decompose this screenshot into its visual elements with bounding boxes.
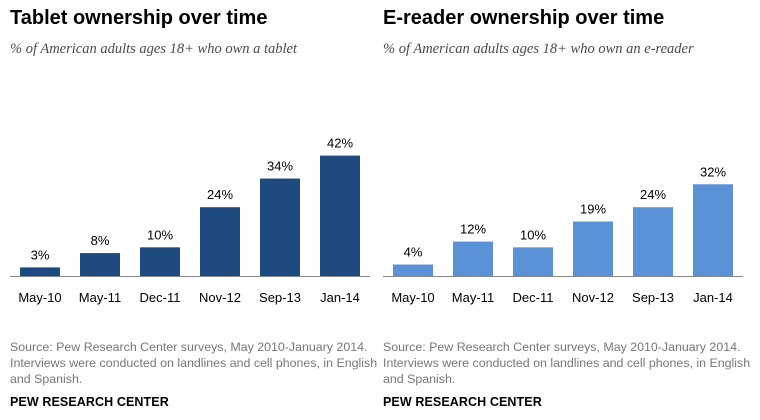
source-note: Source: Pew Research Center surveys, May… (10, 340, 378, 386)
value-label: 24% (207, 187, 233, 202)
bar-Dec-11 (513, 247, 553, 276)
x-tick-label: Sep-13 (259, 290, 301, 305)
value-label: 10% (147, 227, 173, 242)
value-label: 12% (460, 222, 486, 237)
chart-subtitle: % of American adults ages 18+ who own a … (10, 41, 298, 57)
x-tick-label: Jan-14 (693, 290, 733, 305)
bar-May-10 (20, 267, 60, 276)
tablet-chart-panel: Tablet ownership over time % of American… (10, 0, 382, 420)
bar-May-11 (80, 253, 120, 276)
x-tick-label: May-11 (79, 290, 121, 305)
chart-title: Tablet ownership over time (10, 7, 268, 29)
brand-label: PEW RESEARCH CENTER (10, 395, 169, 409)
bar-May-10 (393, 264, 433, 276)
value-label: 4% (404, 245, 423, 260)
brand-label: PEW RESEARCH CENTER (383, 395, 542, 409)
x-tick-label: Nov-12 (199, 290, 241, 305)
value-label: 32% (700, 164, 726, 179)
x-tick-label: May-10 (391, 290, 434, 305)
x-tick-label: Sep-13 (632, 290, 674, 305)
x-tick-label: Dec-11 (140, 290, 181, 305)
value-label: 19% (580, 202, 606, 217)
x-tick-label: May-10 (18, 290, 61, 305)
bar-Jan-14 (693, 184, 733, 276)
value-label: 3% (31, 247, 50, 262)
ereader-chart-panel: E-reader ownership over time % of Americ… (383, 0, 755, 420)
chart-title: E-reader ownership over time (383, 7, 665, 29)
value-label: 42% (327, 136, 353, 151)
x-tick-label: Nov-12 (572, 290, 614, 305)
ereader-bar-chart: 4% May-10 12% May-11 10% Dec-11 19% Nov-12 24% Se… (383, 164, 743, 305)
value-label: 10% (520, 227, 546, 242)
bar-Nov-12 (200, 207, 240, 276)
x-tick-label: Jan-14 (320, 290, 360, 305)
bar-Dec-11 (140, 247, 180, 276)
value-label: 24% (640, 187, 666, 202)
x-tick-label: Dec-11 (513, 290, 554, 305)
bar-Nov-12 (573, 221, 613, 276)
x-tick-label: May-11 (452, 290, 494, 305)
bar-Sep-13 (260, 178, 300, 276)
bar-May-11 (453, 241, 493, 276)
chart-subtitle: % of American adults ages 18+ who own an… (383, 41, 694, 57)
value-label: 34% (267, 159, 293, 174)
source-note: Source: Pew Research Center surveys, May… (383, 340, 751, 386)
value-label: 8% (91, 233, 110, 248)
tablet-bar-chart: 3% May-10 8% May-11 10% Dec-11 24% Nov-12 34% Sep… (10, 136, 370, 305)
bar-Sep-13 (633, 207, 673, 276)
bar-Jan-14 (320, 155, 360, 276)
